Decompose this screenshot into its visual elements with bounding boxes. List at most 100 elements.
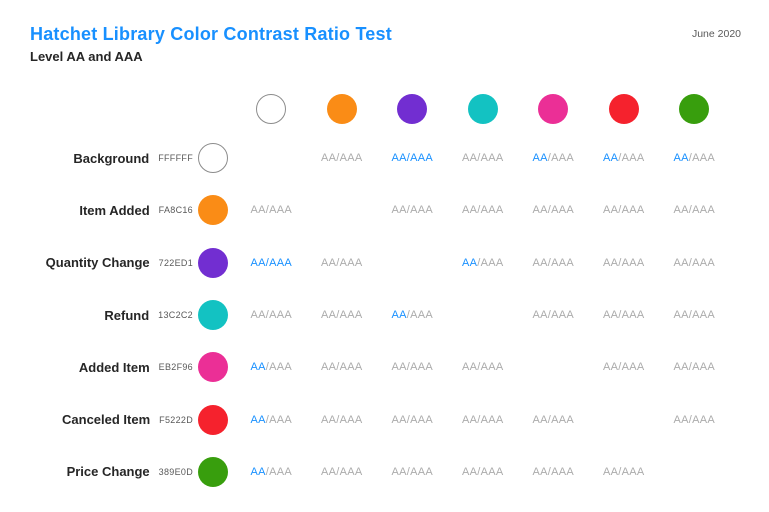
row-header: Added Item EB2F96 (0, 341, 236, 393)
contrast-result: AA / AAA (589, 237, 660, 289)
aaa-result: AAA (480, 204, 504, 217)
aaa-result: AAA (480, 465, 504, 478)
aaa-result: AAA (269, 204, 293, 217)
aaa-result: AAA (480, 413, 504, 426)
color-hex-label: FFFFFF (158, 153, 193, 164)
result-separator: / (688, 413, 693, 426)
aa-result: AA (391, 465, 407, 478)
contrast-result (659, 446, 730, 498)
result-separator: / (547, 256, 552, 269)
aa-result: AA (461, 204, 478, 217)
result-separator: / (477, 361, 481, 374)
aaa-result: AAA (269, 465, 293, 478)
aa-result: AA (250, 204, 266, 217)
contrast-result: AA / AAA (236, 184, 307, 236)
contrast-result: AA / AAA (377, 132, 448, 184)
contrast-result: AA / AAA (377, 184, 448, 236)
aa-result: AA (602, 152, 619, 165)
column-swatch-icon (256, 93, 287, 124)
aaa-result: AAA (339, 309, 363, 322)
result-separator: / (265, 465, 270, 478)
aa-result: AA (250, 361, 266, 374)
aaa-result: AAA (551, 465, 575, 478)
aaa-result: AAA (339, 152, 363, 165)
contrast-result: AA / AAA (518, 289, 589, 341)
aaa-result: AAA (692, 309, 716, 322)
result-separator: / (406, 361, 411, 374)
row-label: Background (73, 150, 150, 166)
row-label: Quantity Change (45, 255, 150, 271)
result-separator: / (547, 413, 552, 426)
result-separator: / (336, 256, 340, 269)
aa-result: AA (391, 309, 407, 322)
contrast-result: AA / AAA (448, 132, 519, 184)
result-separator: / (406, 309, 411, 322)
result-separator: / (618, 256, 622, 269)
column-swatch-icon (326, 93, 357, 124)
aaa-result: AAA (410, 309, 434, 322)
contrast-result: AA / AAA (448, 393, 519, 445)
aaa-result: AAA (339, 256, 363, 269)
aaa-result: AAA (692, 413, 716, 426)
row-swatch-icon (198, 300, 228, 331)
result-separator: / (336, 413, 340, 426)
aa-result: AA (673, 309, 689, 322)
aa-result: AA (320, 413, 337, 426)
color-hex-label: F5222D (159, 414, 193, 425)
result-separator: / (477, 465, 481, 478)
aa-result: AA (602, 256, 619, 269)
result-separator: / (265, 361, 270, 374)
aaa-result: AAA (269, 309, 293, 322)
aa-result: AA (250, 256, 266, 269)
contrast-result: AA / AAA (307, 393, 378, 445)
contrast-result: AA / AAA (518, 132, 589, 184)
contrast-result: AA / AAA (659, 132, 730, 184)
aa-result: AA (391, 152, 407, 165)
result-separator: / (688, 204, 693, 217)
result-separator: / (265, 413, 270, 426)
column-swatch-icon (608, 93, 639, 124)
aa-result: AA (602, 204, 619, 217)
contrast-result: AA / AAA (448, 446, 519, 498)
aa-result: AA (602, 465, 619, 478)
column-header-fa8c16 (307, 85, 378, 132)
aaa-result: AAA (480, 152, 504, 165)
aa-result: AA (250, 309, 266, 322)
contrast-result (307, 184, 378, 236)
aa-result: AA (391, 204, 407, 217)
contrast-result: AA / AAA (518, 446, 589, 498)
aaa-result: AAA (410, 465, 434, 478)
column-swatch-icon (679, 93, 710, 124)
aaa-result: AAA (269, 361, 293, 374)
aa-result: AA (320, 152, 337, 165)
aa-result: AA (461, 152, 478, 165)
result-separator: / (406, 152, 411, 165)
aaa-result: AAA (621, 309, 645, 322)
result-separator: / (547, 309, 552, 322)
aa-result: AA (673, 361, 689, 374)
aa-result: AA (250, 413, 266, 426)
contrast-result: AA / AAA (307, 446, 378, 498)
contrast-result: AA / AAA (377, 289, 448, 341)
aaa-result: AAA (551, 152, 575, 165)
aa-result: AA (673, 413, 689, 426)
aaa-result: AAA (621, 152, 645, 165)
result-separator: / (688, 361, 693, 374)
aa-result: AA (391, 361, 407, 374)
page-subtitle: Level AA and AAA (30, 49, 143, 64)
result-separator: / (336, 361, 340, 374)
contrast-result: AA / AAA (307, 132, 378, 184)
aa-result: AA (461, 256, 478, 269)
result-separator: / (265, 309, 270, 322)
contrast-result: AA / AAA (659, 341, 730, 393)
result-separator: / (688, 152, 693, 165)
aaa-result: AAA (621, 361, 645, 374)
contrast-result: AA / AAA (518, 393, 589, 445)
row-label: Added Item (78, 359, 150, 375)
contrast-result: AA / AAA (659, 237, 730, 289)
contrast-result: AA / AAA (377, 446, 448, 498)
result-separator: / (547, 204, 552, 217)
row-label: Price Change (66, 464, 150, 480)
aaa-result: AAA (410, 413, 434, 426)
contrast-result: AA / AAA (589, 184, 660, 236)
